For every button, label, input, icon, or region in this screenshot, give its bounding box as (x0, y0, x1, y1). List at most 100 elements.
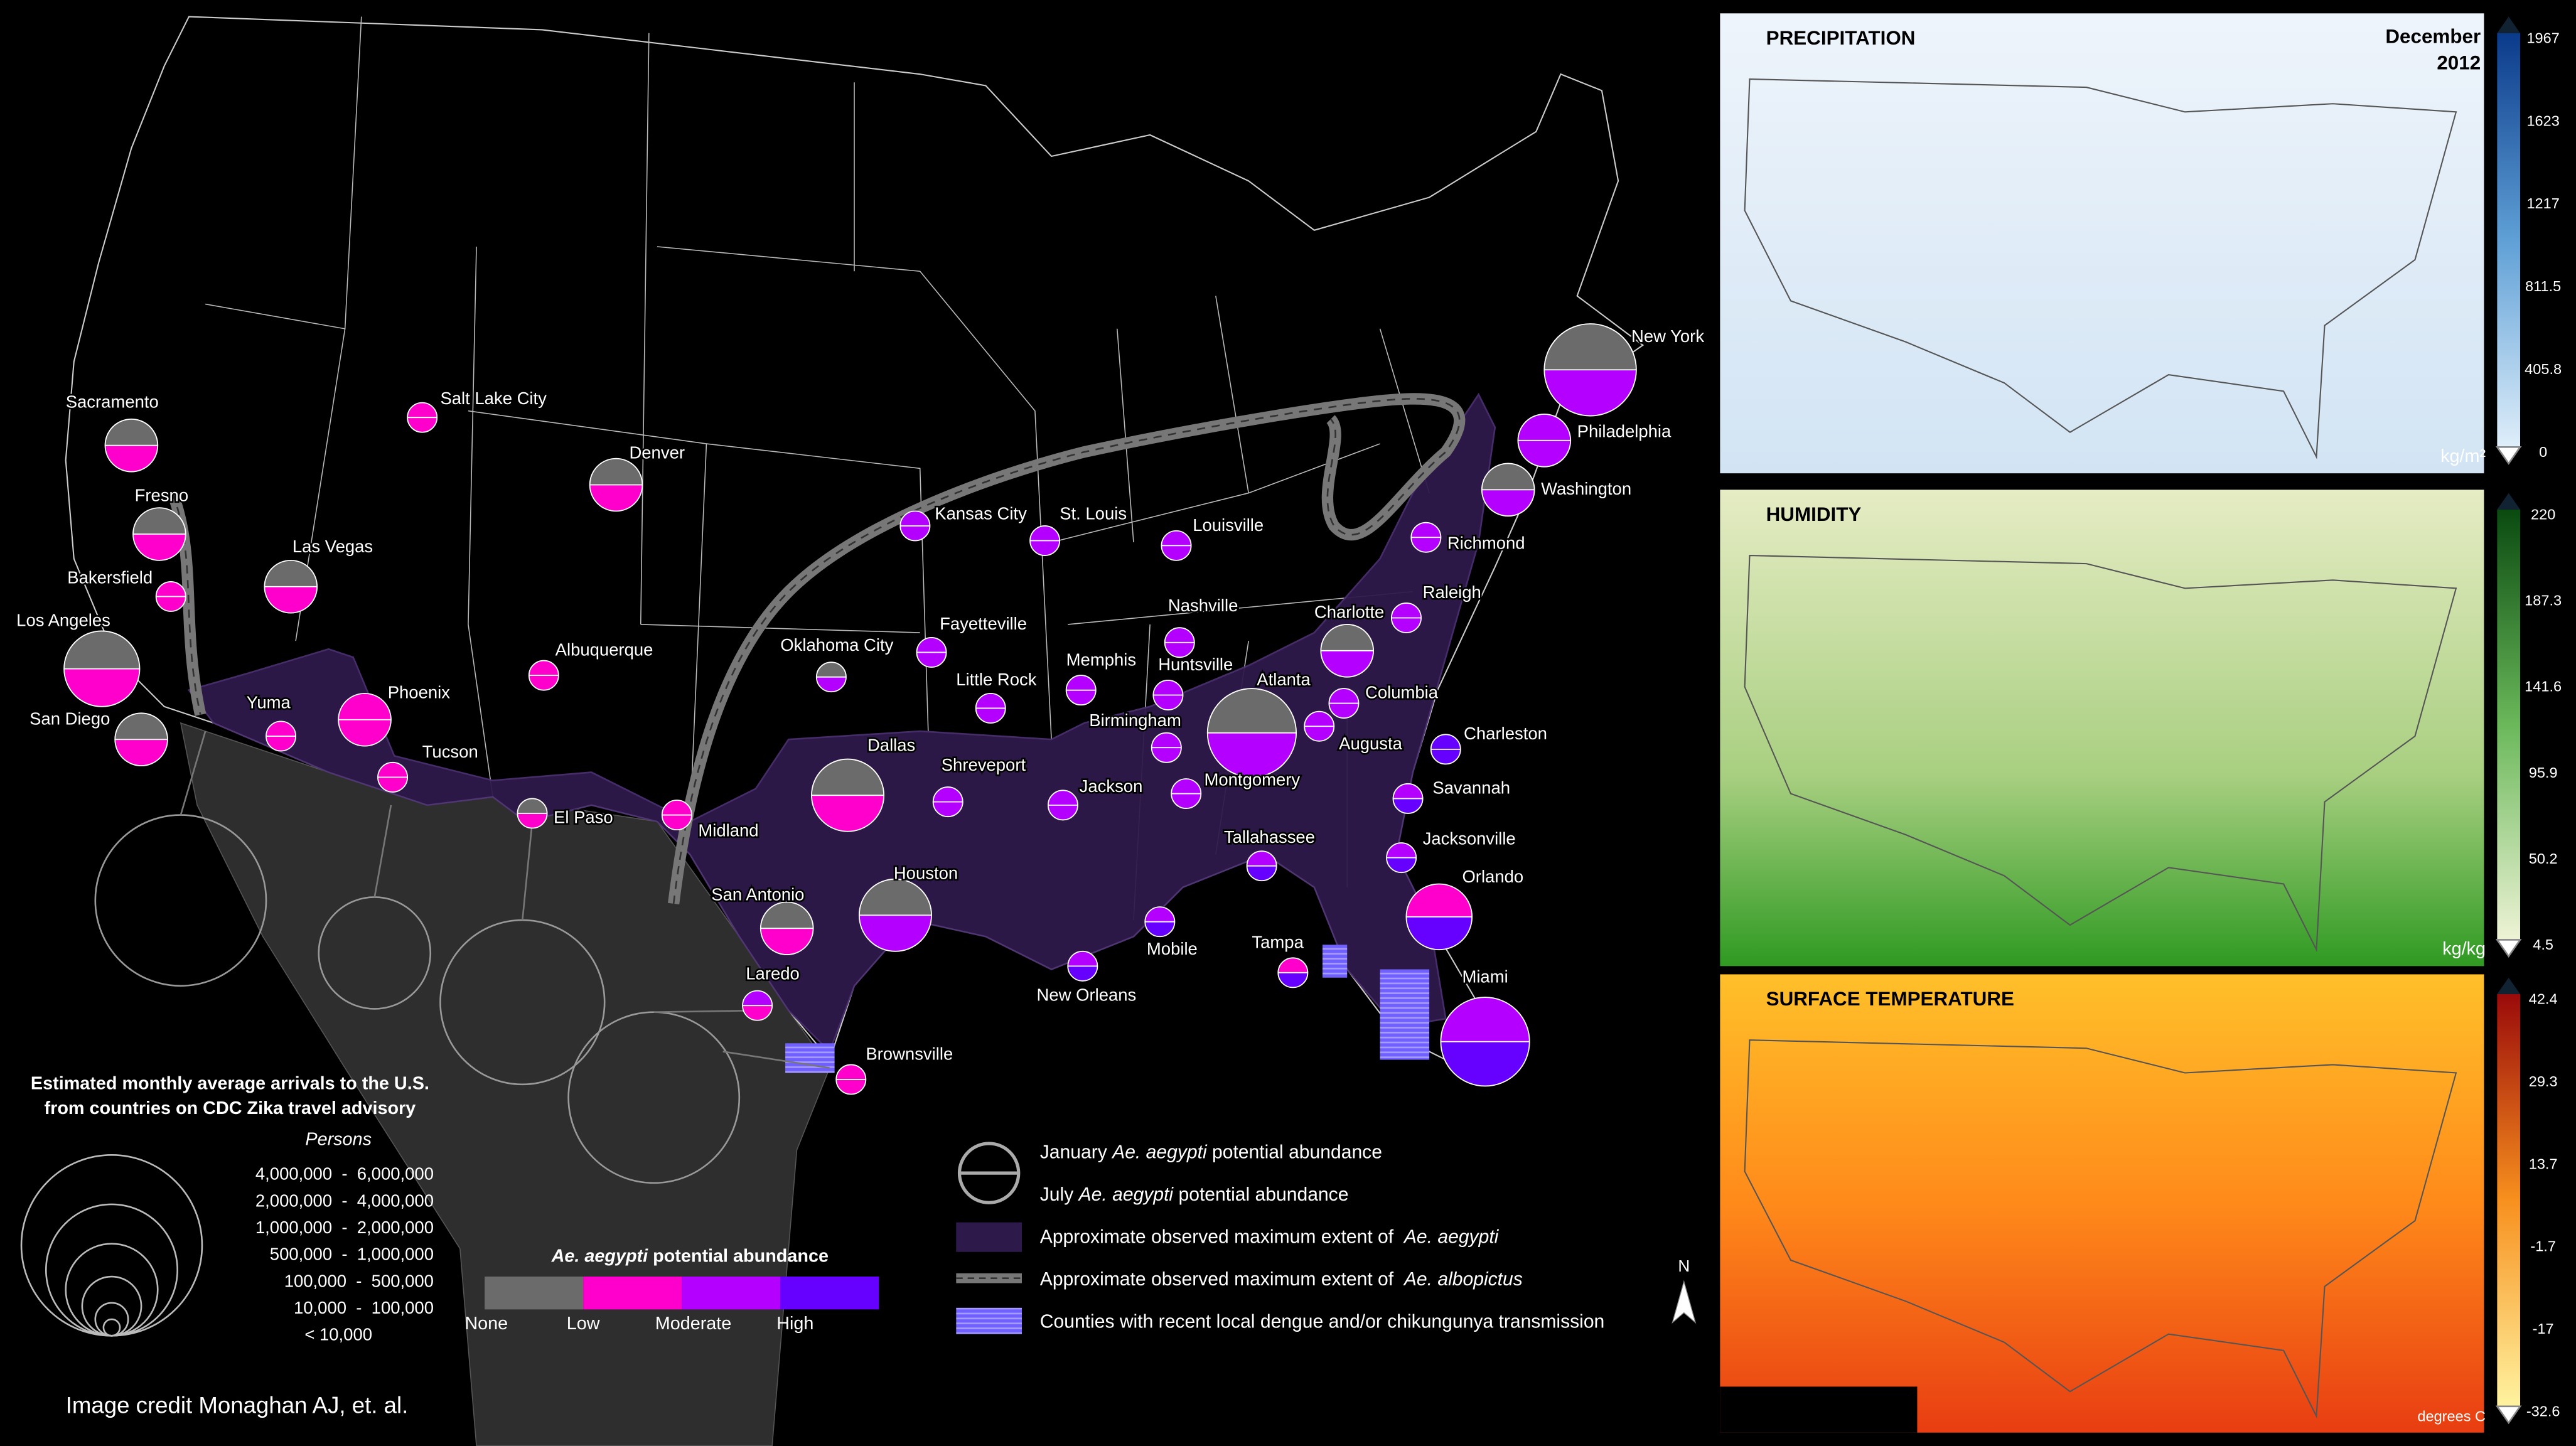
city-label: San Diego (30, 709, 110, 729)
july-abundance (1430, 749, 1461, 764)
colorbar-tick: 405.8 (2525, 361, 2562, 377)
colorbar-tick: 50.2 (2529, 850, 2558, 867)
city-label: Tallahassee (1224, 827, 1315, 847)
city-label: Phoenix (388, 683, 451, 702)
july-abundance (338, 719, 391, 746)
city-label: Miami (1462, 967, 1508, 987)
arrivals-legend-title: from countries on CDC Zika travel adviso… (45, 1098, 416, 1118)
arrivals-range: 4,000,000 - 6,000,000 (255, 1164, 434, 1184)
city-marker: Raleigh (1390, 581, 1483, 633)
july-abundance (1387, 857, 1417, 873)
abundance-level: High (776, 1314, 813, 1334)
abundance-swatch (485, 1277, 584, 1310)
city-marker: Los Angeles (15, 609, 141, 707)
january-abundance (1161, 530, 1191, 546)
city-marker: Albuquerque (528, 638, 655, 691)
january-abundance (115, 713, 168, 740)
january-abundance (1153, 680, 1183, 695)
city-label: Little Rock (956, 670, 1037, 689)
city-label: Midland (698, 821, 758, 840)
july-abundance (377, 777, 408, 792)
january-abundance (1406, 884, 1473, 917)
january-abundance (836, 1064, 866, 1079)
city-label: Memphis (1066, 650, 1136, 669)
city-marker: Miami (1440, 965, 1530, 1087)
july-abundance (1171, 793, 1201, 809)
july-abundance (1247, 865, 1277, 881)
january-abundance (589, 458, 643, 485)
january-abundance (1068, 951, 1098, 967)
arrivals-legend-title: Estimated monthly average arrivals to th… (31, 1074, 429, 1094)
city-label: Atlanta (1257, 670, 1311, 689)
colorbar-tick: 1623 (2526, 112, 2559, 129)
arrivals-range: < 10,000 (304, 1325, 372, 1344)
city-label: Charlotte (1314, 602, 1384, 621)
colorbar (2497, 33, 2521, 447)
city-marker: Midland (661, 800, 760, 842)
colorbar-cap-top (2497, 977, 2521, 994)
january-abundance (156, 581, 186, 597)
panel-title: PRECIPITATION (1766, 27, 1916, 49)
city-label: Kansas City (935, 503, 1027, 523)
arrival-circles (94, 731, 830, 1184)
key-label: July Ae. aegypti potential abundance (1040, 1184, 1349, 1205)
city-label: St. Louis (1060, 503, 1127, 523)
city-label: Albuquerque (555, 640, 653, 660)
city-marker: Huntsville (1152, 653, 1235, 710)
city-marker: New Orleans (1035, 950, 1138, 1006)
city-label: Las Vegas (292, 537, 373, 556)
arrivals-range: 1,000,000 - 2,000,000 (255, 1218, 434, 1237)
july-abundance (1441, 1041, 1530, 1086)
january-abundance (1387, 843, 1417, 858)
arrivals-range: 2,000,000 - 4,000,000 (255, 1191, 434, 1210)
colorbar-cap-bottom (2495, 939, 2522, 958)
july-abundance (1393, 798, 1423, 813)
january-abundance (133, 508, 186, 535)
july-abundance (264, 586, 318, 613)
key-label-part: July (1040, 1184, 1079, 1205)
abundance-swatch (682, 1277, 781, 1310)
city-label: Nashville (1168, 596, 1238, 615)
city-label: Salt Lake City (440, 388, 547, 408)
city-marker: Laredo (742, 962, 801, 1021)
city-markers: New York Philadelphia Washington Richmond Ra… (15, 323, 1706, 1095)
city-marker: Charleston (1430, 722, 1549, 765)
july-abundance (1164, 642, 1194, 658)
north-label: N (1678, 1256, 1690, 1275)
january-abundance (407, 402, 437, 418)
city-marker: Birmingham (1088, 709, 1183, 763)
colorbar-tick: 29.3 (2529, 1073, 2558, 1090)
arrivals-legend-unit: Persons (305, 1130, 372, 1150)
july-abundance (1207, 732, 1297, 778)
january-abundance (975, 693, 1006, 709)
july-abundance (1048, 805, 1078, 820)
january-abundance (1518, 414, 1571, 441)
key-label: Approximate observed maximum extent of A… (1040, 1269, 1523, 1290)
key-label-part: Ae. albopictus (1403, 1269, 1523, 1290)
city-label: Shreveport (942, 755, 1026, 774)
city-marker: Kansas City (899, 502, 1029, 542)
january-abundance (1151, 732, 1181, 748)
city-label: Fayetteville (940, 614, 1027, 633)
january-abundance (1393, 783, 1423, 799)
colorbar-tick: 13.7 (2529, 1155, 2558, 1172)
abundance-title-rest: potential abundance (648, 1246, 829, 1266)
colorbar-tick: 4.5 (2533, 936, 2553, 953)
panel-ocean (1720, 1386, 1918, 1433)
july-abundance (105, 445, 158, 472)
colorbar-cap-top (2497, 16, 2521, 33)
city-marker: Mobile (1144, 906, 1199, 960)
key-label-part: potential abundance (1207, 1142, 1382, 1163)
july-abundance (529, 675, 559, 690)
city-marker: New York (1543, 323, 1706, 417)
january-abundance (1278, 958, 1308, 973)
key-labels: January Ae. aegypti potential abundanceJ… (1040, 1142, 1605, 1332)
city-label: Huntsville (1158, 655, 1233, 674)
city-label: Tampa (1252, 933, 1304, 952)
colorbar-tick: -1.7 (2530, 1238, 2556, 1255)
july-abundance (760, 928, 813, 955)
city-label: Jacksonville (1423, 829, 1516, 849)
panel-unit: kg/kg (2442, 939, 2486, 959)
city-marker: Augusta (1304, 710, 1404, 754)
july-abundance (836, 1079, 866, 1095)
